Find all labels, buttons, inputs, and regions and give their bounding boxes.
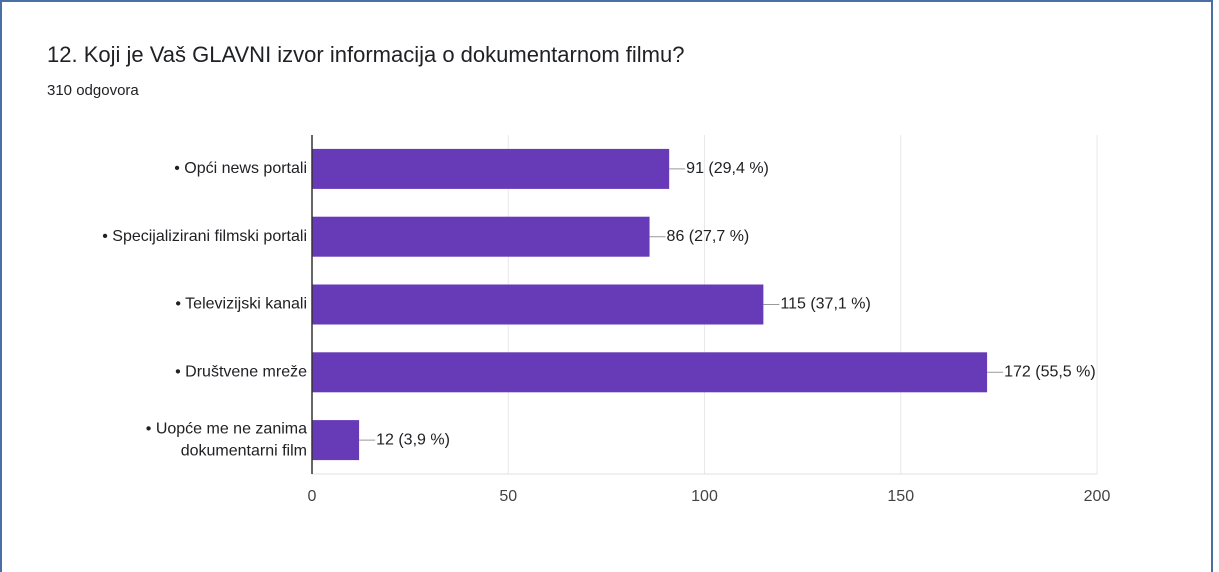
- bar: [312, 352, 988, 393]
- y-tick-label: • Televizijski kanali: [175, 296, 307, 313]
- y-tick-label: • Opći news portali: [174, 160, 307, 177]
- bar: [312, 284, 764, 325]
- bar: [312, 148, 670, 189]
- y-tick-label: dokumentarni film: [181, 442, 307, 459]
- bar: [312, 216, 650, 257]
- chart-subtitle: 310 odgovora: [47, 82, 139, 99]
- data-label: 172 (55,5 %): [1004, 364, 1096, 381]
- chart-title: 12. Koji je Vaš GLAVNI izvor informacija…: [47, 42, 684, 67]
- y-tick-label: • Uopće me ne zanima: [146, 420, 307, 437]
- y-tick-label: • Društvene mreže: [175, 364, 307, 381]
- x-tick-label: 50: [499, 488, 517, 505]
- x-tick-label: 0: [308, 488, 317, 505]
- data-label: 86 (27,7 %): [667, 228, 750, 245]
- y-tick-label: • Specijalizirani filmski portali: [102, 228, 307, 245]
- x-tick-label: 200: [1084, 488, 1111, 505]
- data-label: 115 (37,1 %): [780, 296, 870, 313]
- data-label: 91 (29,4 %): [686, 160, 769, 177]
- x-tick-label: 100: [691, 488, 718, 505]
- bar: [312, 420, 360, 461]
- data-label: 12 (3,9 %): [376, 431, 450, 448]
- x-tick-label: 150: [887, 488, 914, 505]
